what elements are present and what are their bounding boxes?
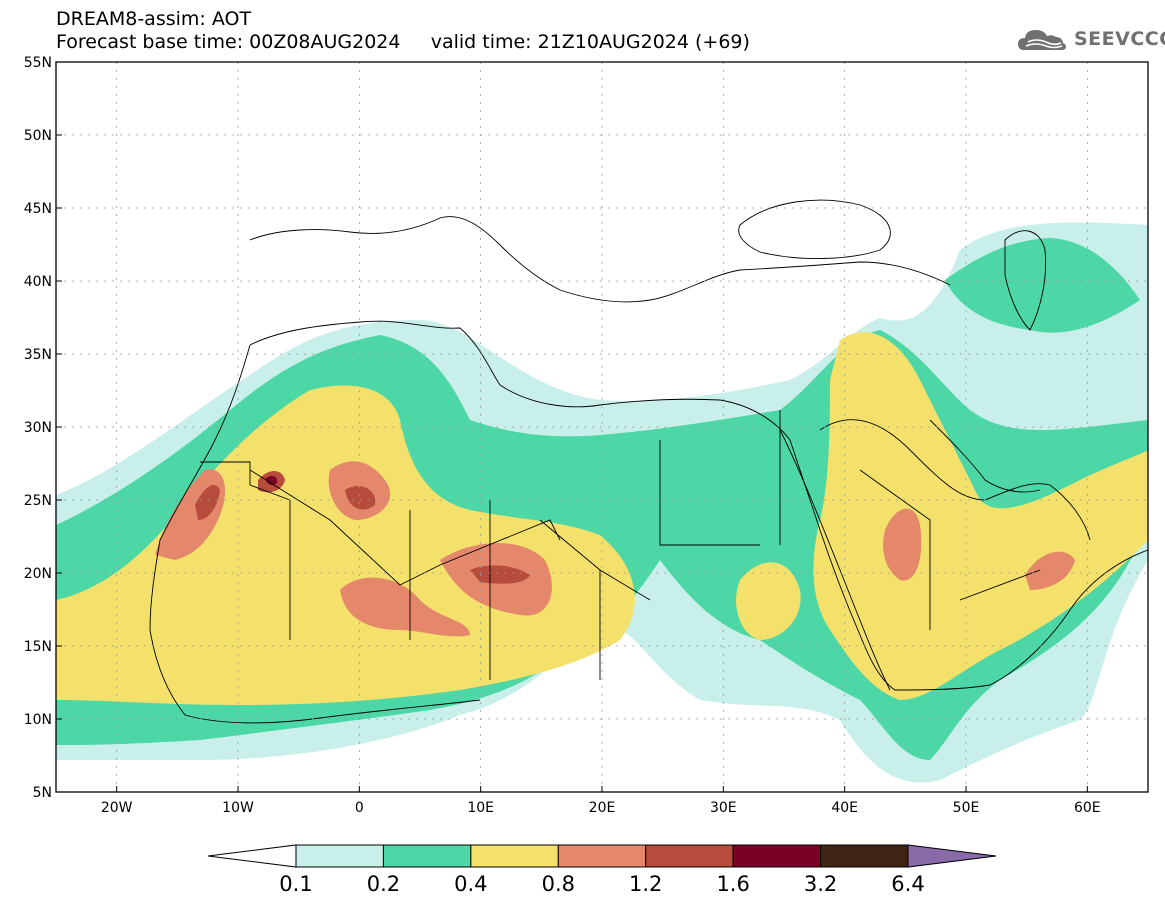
caspian-sea: [1004, 230, 1047, 331]
latitude-label: 35N: [24, 347, 52, 363]
longitude-label: 40E: [831, 800, 858, 816]
map-title: DREAM8-assim: AOT: [56, 8, 252, 30]
colorbar-high-triangle: [907, 844, 997, 868]
colorbar-label: 0.4: [454, 872, 487, 896]
longitude-label: 50E: [953, 800, 980, 816]
latitude-label: 50N: [24, 128, 52, 144]
latitude-label: 40N: [24, 274, 52, 290]
aot-band-1.6: [266, 475, 278, 486]
colorbar-swatch: [557, 844, 647, 868]
aot-band-0.2-caspian: [945, 238, 1140, 333]
longitude-label: 20E: [589, 800, 616, 816]
colorbar-label: 6.4: [891, 872, 924, 896]
aot-band-0.4-arabia: [813, 332, 1148, 700]
colorbar-label: 1.2: [629, 872, 662, 896]
graticule: [56, 62, 1148, 792]
colorbar-swatch: [470, 844, 559, 868]
colorbar-swatch: [382, 844, 472, 868]
aot-band-1.2-niger: [470, 565, 530, 584]
colorbar-label: 3.2: [804, 872, 837, 896]
longitude-label: 10E: [467, 800, 494, 816]
latitude-label: 5N: [33, 785, 52, 801]
colorbar-label: 0.2: [367, 872, 400, 896]
colorbar-swatch: [295, 844, 384, 868]
black-sea: [738, 199, 891, 259]
aot-band-1.2-algeria: [345, 485, 376, 510]
colorbar-low-triangle: [207, 844, 297, 868]
longitude-label: 10W: [222, 800, 254, 816]
latitude-label: 15N: [24, 639, 52, 655]
valid-time-label: valid time: 21Z10AUG2024 (+69): [430, 31, 750, 53]
colorbar-label: 1.6: [716, 872, 749, 896]
colorbar-label: 0.1: [279, 872, 312, 896]
aot-band-0.4-sudan: [736, 562, 801, 640]
aot-band-0.8-algeria: [340, 577, 470, 637]
colorbar-swatch: [732, 844, 822, 868]
latitude-labels: 55N 50N 45N 40N 35N 30N 25N 20N 15N 10N 5N: [24, 55, 62, 801]
colorbar: 0.1 0.2 0.4 0.8 1.2 1.6 3.2 6.4: [207, 844, 997, 896]
longitude-label: 60E: [1074, 800, 1101, 816]
latitude-label: 20N: [24, 566, 52, 582]
logo-text: SEEVCCC: [1074, 28, 1165, 50]
time-info: Forecast base time: 00Z08AUG2024 valid t…: [56, 31, 750, 53]
longitude-label: 0: [355, 800, 364, 816]
cloud-logo-icon: [1018, 30, 1066, 50]
aot-band-0.8-oman: [1025, 551, 1075, 590]
longitude-labels: 20W 10W 0 10E 20E 30E 40E 50E 60E: [101, 786, 1101, 816]
red-sea: [779, 429, 891, 691]
aot-band-1.2-mauritania: [195, 485, 220, 520]
longitude-label: 20W: [101, 800, 133, 816]
latitude-label: 10N: [24, 712, 52, 728]
persian-gulf: [929, 419, 1041, 493]
latitude-label: 45N: [24, 201, 52, 217]
aot-band-0.8-saudi: [883, 508, 922, 581]
coastline-west-africa: [149, 344, 481, 724]
coastline-europe: [249, 216, 951, 303]
coastline-north-africa: [249, 320, 1148, 691]
coastline-arabia: [819, 419, 1091, 541]
latitude-label: 30N: [24, 420, 52, 436]
colorbar-swatch: [820, 844, 909, 868]
colorbar-label: 0.8: [542, 872, 575, 896]
border-lines: [200, 410, 1041, 680]
latitude-label: 25N: [24, 493, 52, 509]
country-borders: [149, 199, 1148, 724]
latitude-label: 55N: [24, 55, 52, 71]
longitude-label: 30E: [710, 800, 737, 816]
base-time-label: Forecast base time: 00Z08AUG2024: [56, 31, 401, 53]
colorbar-swatch: [645, 844, 734, 868]
